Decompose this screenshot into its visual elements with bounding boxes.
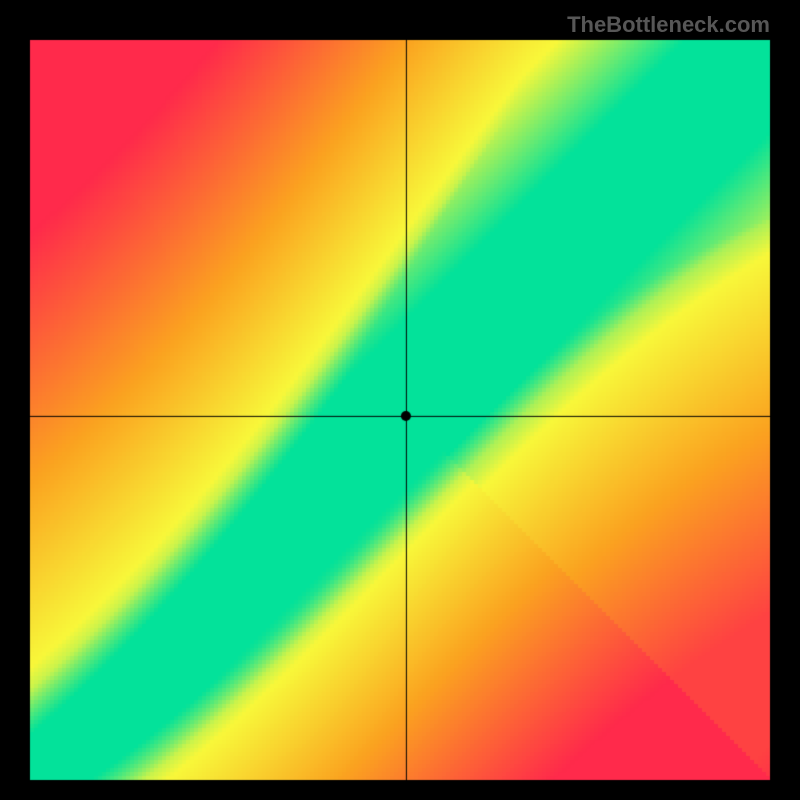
- bottleneck-heatmap: [0, 0, 800, 800]
- chart-container: TheBottleneck.com: [0, 0, 800, 800]
- watermark-text: TheBottleneck.com: [567, 12, 770, 38]
